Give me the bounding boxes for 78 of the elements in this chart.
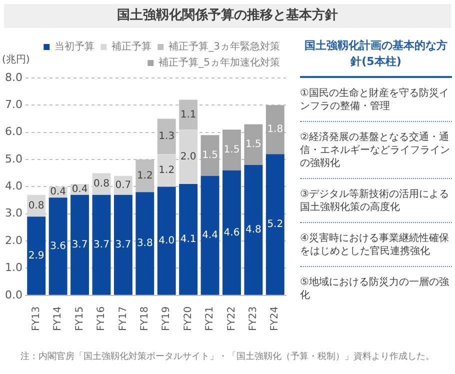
data-label: 3.7 — [115, 239, 132, 250]
bar — [244, 124, 263, 165]
x-tick-label: FY16 — [96, 306, 108, 332]
x-tick-label: FY17 — [118, 306, 129, 332]
data-label: 1.8 — [267, 124, 284, 136]
data-label: 1.5 — [245, 139, 262, 150]
data-label: 3.8 — [136, 238, 153, 250]
y-tick-label: 4.0 — [4, 180, 22, 193]
text: ⑤地域における防災力の一層の強化 — [300, 276, 450, 303]
x-tick-label: FY24 — [270, 306, 281, 332]
text: ④災害時における事業継続性確保をはじめとした官民連携強化 — [300, 223, 452, 267]
y-tick-label: 3.0 — [4, 206, 22, 220]
data-label: 3.7 — [72, 239, 88, 250]
bar — [70, 194, 89, 295]
data-label: 1.2 — [158, 164, 175, 176]
bar — [179, 184, 198, 295]
text: ②経済発展の基盤となる交通・通信・エネルギーなどライフラインの強靱化 — [300, 122, 452, 179]
data-label: 4.8 — [245, 224, 262, 236]
data-label: 0.4 — [72, 184, 88, 196]
chart-title: 国土強靱化関係予算の推移と基本方針 — [4, 4, 451, 28]
data-label: 5.2 — [267, 219, 284, 230]
x-tick-label: FY13 — [30, 306, 42, 332]
x-tick-label: FY21 — [204, 306, 216, 332]
bar — [157, 154, 176, 187]
data-label: 2.9 — [28, 250, 44, 262]
x-tick-label: FY22 — [226, 306, 238, 332]
data-label: 0.4 — [50, 186, 66, 198]
data-label: 1.5 — [202, 150, 218, 162]
bar — [92, 194, 111, 295]
bar — [200, 176, 220, 295]
legend-label: 補正予算_3ヵ年緊急対策 — [168, 40, 280, 53]
bar — [136, 192, 154, 295]
bar — [244, 164, 263, 295]
data-label: 1.1 — [180, 109, 196, 120]
text: 国土強靱化計画の基本的な方針(5本柱) — [300, 38, 452, 78]
bar — [48, 198, 68, 295]
x-tick-label: FY18 — [139, 306, 150, 332]
bar — [266, 105, 284, 154]
bar — [114, 194, 132, 295]
y-tick-label: 1.0 — [4, 261, 22, 274]
y-axis-title: (兆円) — [2, 54, 30, 66]
text: ①国民の生命と財産を守る防災インフラの整備・管理 — [300, 78, 452, 122]
bar — [266, 154, 284, 295]
data-label: 0.7 — [115, 180, 132, 191]
legend-label: 当初予算 — [54, 40, 95, 53]
text: 注：内閣官房「国土強靱化対策ポータルサイト」・「国土強靱化（予算・税制）」資料より作成した。 — [20, 350, 436, 363]
bar — [222, 170, 241, 295]
x-tick-label: FY20 — [182, 306, 194, 332]
legend-label: 補正予算_5ヵ年加速化対策 — [158, 56, 280, 69]
bar — [200, 135, 220, 176]
legend-label: 補正予算 — [112, 40, 152, 53]
bar — [27, 216, 46, 295]
y-tick-label: 2.0 — [4, 234, 22, 247]
text: ③デジタル等新技術の活用による国土強靱化策の高度化 — [300, 179, 452, 223]
x-tick-label: FY23 — [248, 306, 260, 332]
data-label: 3.6 — [50, 240, 66, 252]
data-label: 4.1 — [180, 234, 196, 246]
data-label: 1.3 — [158, 131, 175, 142]
data-label: 3.7 — [94, 239, 110, 250]
bar — [222, 130, 241, 170]
y-tick-label: 5.0 — [4, 152, 22, 166]
bar — [179, 130, 198, 184]
y-tick-label: 8.0 — [4, 70, 22, 84]
x-tick-label: FY19 — [161, 306, 172, 332]
y-tick-label: 6.0 — [4, 125, 22, 138]
y-tick-label: 0.0 — [4, 288, 22, 302]
x-tick-label: FY14 — [52, 306, 64, 332]
data-label: 0.8 — [94, 178, 110, 190]
data-label: 1.5 — [224, 144, 240, 156]
data-label: 0.8 — [28, 200, 44, 212]
data-label: 4.4 — [202, 230, 218, 241]
bar — [157, 186, 176, 295]
data-label: 1.2 — [136, 170, 153, 182]
y-tick-label: 7.0 — [4, 98, 22, 112]
data-label: 4.6 — [224, 227, 240, 238]
data-label: 2.0 — [180, 151, 196, 162]
x-tick-label: FY15 — [74, 306, 86, 332]
data-label: 4.0 — [158, 235, 175, 246]
